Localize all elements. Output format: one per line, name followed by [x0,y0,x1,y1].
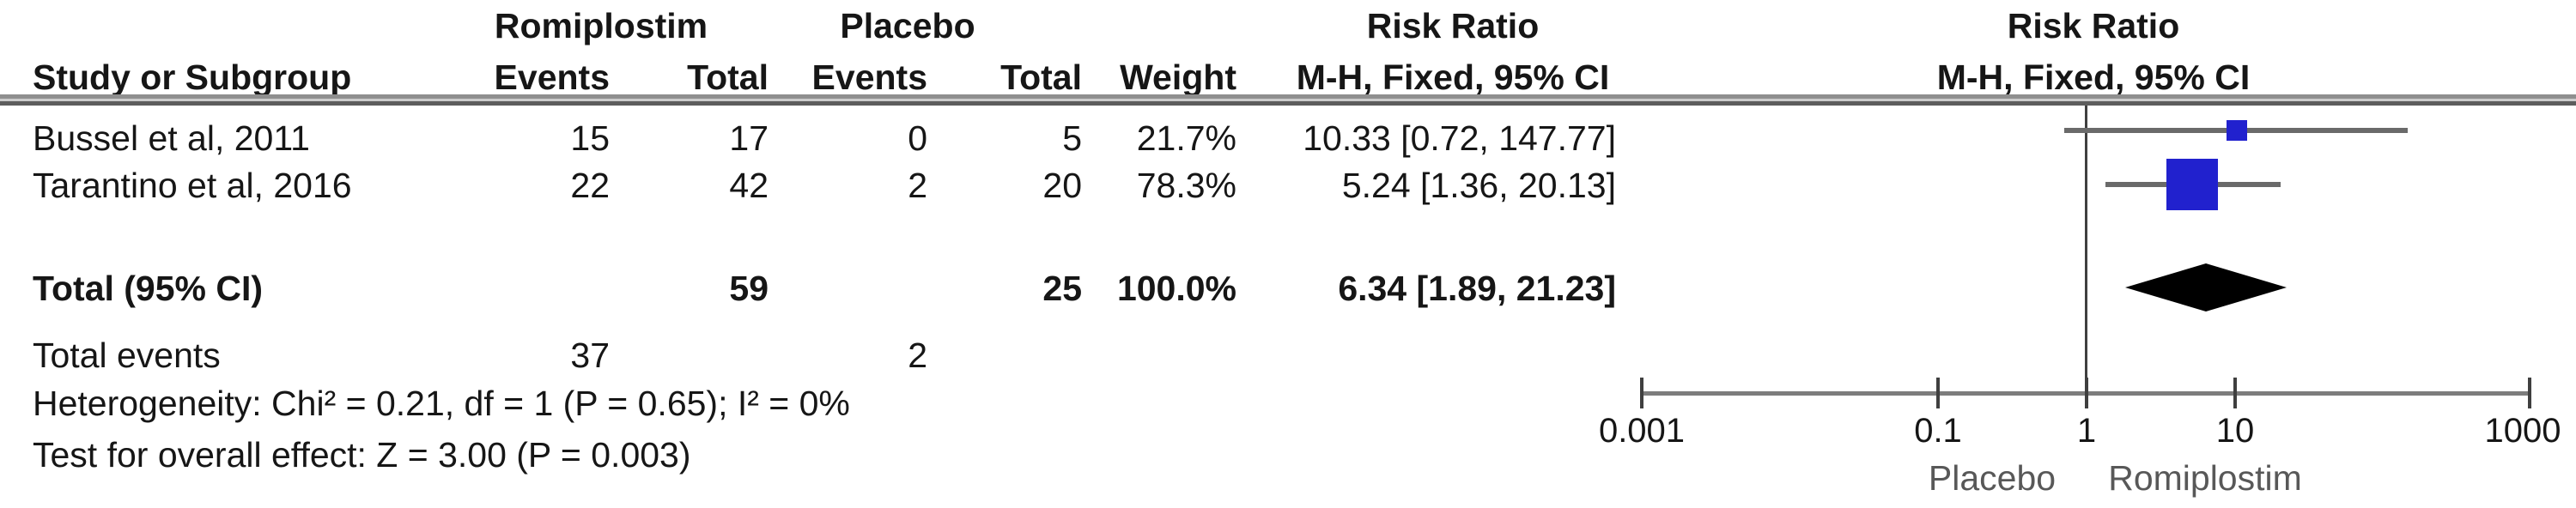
control-total-column-header: Total [1000,57,1082,97]
treatment-total-value: 42 [729,166,769,205]
favours-treatment-label: Romiplostim [2108,458,2302,498]
risk-ratio-plot-header: Risk Ratio [2007,6,2180,45]
axis-tick-label: 0.001 [1598,412,1686,450]
treatment-events-value: 15 [570,118,610,158]
summary-diamond [2125,263,2287,311]
study-column-header: Study or Subgroup [33,57,352,97]
treatment-group-header: Romiplostim [494,6,708,45]
axis-tick-label: 0.1 [1914,412,1962,450]
heterogeneity-statistics: Heterogeneity: Chi² = 0.21, df = 1 (P = … [33,384,850,423]
line-of-no-effect [2085,106,2087,393]
total-weight-value: 100.0% [1116,269,1236,308]
treatment-events-column-header: Events [494,57,610,97]
axis-tick [2528,378,2531,408]
total-risk-ratio-ci-value: 6.34 [1.89, 21.23] [1338,269,1616,308]
study-name: Tarantino et al, 2016 [33,166,352,205]
risk-ratio-column-header: Risk Ratio [1366,6,1540,45]
axis-tick [1640,378,1643,408]
control-total-value: 5 [1062,118,1082,158]
effect-estimate-square [2227,120,2247,141]
total-events-label: Total events [33,336,221,375]
treatment-total-column-header: Total [687,57,769,97]
total-events-control-value: 2 [908,336,927,375]
control-total-value: 20 [1042,166,1082,205]
header-separator-rule [0,94,2576,106]
weight-column-header: Weight [1120,57,1236,97]
total-row-label: Total (95% CI) [33,269,264,308]
control-events-value: 0 [908,118,927,158]
study-name: Bussel et al, 2011 [33,118,310,158]
axis-tick [2085,378,2088,408]
axis-tick-label: 1000 [2484,412,2561,450]
weight-value: 78.3% [1136,166,1236,205]
overall-effect-test: Test for overall effect: Z = 3.00 (P = 0… [33,435,691,475]
mh-ci-plot-header: M-H, Fixed, 95% CI [1936,57,2251,97]
effect-estimate-square [2166,159,2218,210]
control-events-value: 2 [908,166,927,205]
control-events-column-header: Events [811,57,927,97]
risk-ratio-ci-value: 10.33 [0.72, 147.77] [1303,118,1616,158]
risk-ratio-ci-value: 5.24 [1.36, 20.13] [1341,166,1616,205]
total-treatment-n-value: 59 [729,269,769,308]
axis-tick [1936,378,1940,408]
total-events-treatment-value: 37 [570,336,610,375]
total-control-n-value: 25 [1042,269,1082,308]
axis-tick [2233,378,2237,408]
control-group-header: Placebo [840,6,975,45]
axis-tick-label: 10 [2215,412,2255,450]
weight-value: 21.7% [1136,118,1236,158]
treatment-total-value: 17 [729,118,769,158]
axis-tick-label: 1 [2076,412,2097,450]
treatment-events-value: 22 [570,166,610,205]
mh-ci-column-header: M-H, Fixed, 95% CI [1296,57,1610,97]
favours-control-label: Placebo [1928,458,2057,498]
